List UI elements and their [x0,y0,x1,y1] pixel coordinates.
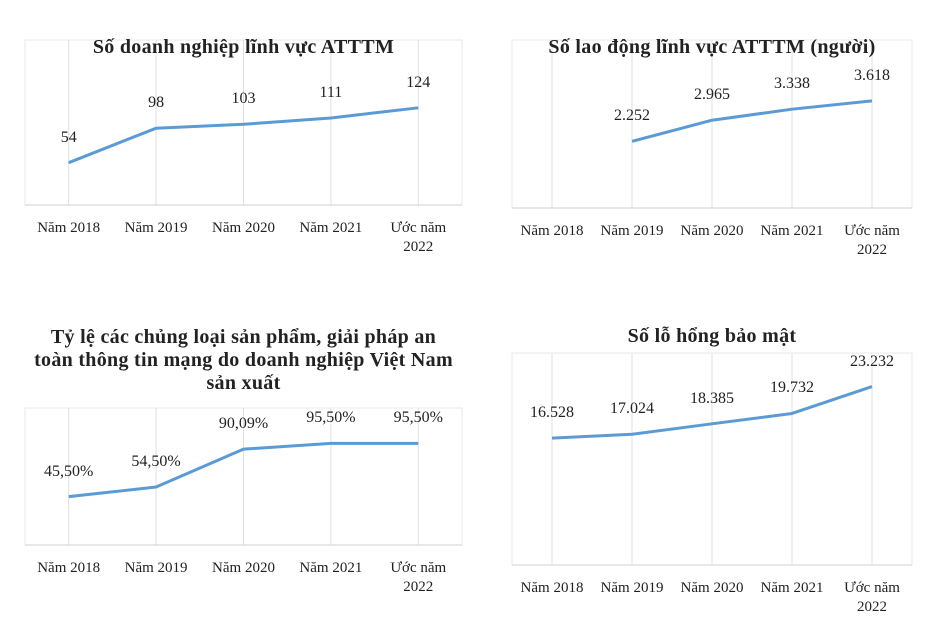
x-tick-label: Năm 2018 [520,223,584,239]
line [631,99,873,143]
data-label: 2.252 [614,107,650,125]
chart-title: Số lao động lĩnh vực ATTTM (người) [548,36,876,58]
data-label: 95,50% [306,409,356,427]
x-tick-label: Năm 2020 [680,580,744,596]
data-label: 19.732 [770,379,814,397]
data-label: 98 [148,94,165,112]
x-tick-label: Năm 2018 [37,220,101,236]
x-tick-label: Năm 2020 [212,220,275,236]
x-tick-label: Ước năm 2022 [844,223,900,258]
data-label: 103 [231,90,256,108]
data-label: 3.338 [774,75,810,93]
x-tick-label: Năm 2018 [37,560,101,576]
x-tick-label: Năm 2021 [299,220,363,236]
chart-title: Số lỗ hổng bảo mật [627,325,797,347]
x-tick-label: Năm 2018 [520,580,584,596]
x-tick-label: Ước năm 2022 [844,580,900,615]
x-tick-label: Năm 2020 [212,560,275,576]
data-label: 18.385 [690,389,734,407]
data-label: 45,50% [44,462,94,480]
x-tick-label: Năm 2019 [600,580,664,596]
x-tick-label: Năm 2021 [760,580,824,596]
data-label: 95,50% [393,409,443,427]
x-tick-label: Năm 2021 [760,223,824,239]
x-tick-label: Năm 2021 [299,560,363,576]
data-label: 54 [60,128,77,146]
data-label: 17.024 [610,400,654,418]
data-label: 54,50% [131,453,181,471]
line [68,441,419,499]
data-label: 111 [319,84,343,101]
x-tick-label: Năm 2020 [680,223,744,239]
x-tick-label: Ước năm 2022 [390,220,447,255]
data-label: 124 [406,73,431,91]
data-label: 3.618 [854,66,890,84]
data-label: 90,09% [218,415,269,433]
chart-title: Tỷ lệ các chủng loại sản phẩm, giải pháp… [34,326,453,394]
x-tick-label: Năm 2019 [124,560,188,576]
data-label: 2.965 [694,86,730,104]
line [68,106,419,165]
x-tick-label: Ước năm 2022 [390,560,447,595]
line [551,385,873,440]
data-label: 23.232 [850,352,894,370]
chart-title: Số doanh nghiệp lĩnh vực ATTTM [92,36,395,58]
x-tick-label: Năm 2019 [124,220,188,236]
x-tick-label: Năm 2019 [600,223,664,239]
data-label: 16.528 [530,404,574,422]
